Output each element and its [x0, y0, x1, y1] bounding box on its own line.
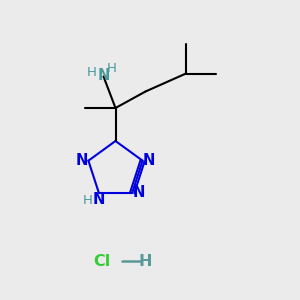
Text: N: N [76, 153, 88, 168]
Text: Cl: Cl [93, 254, 111, 268]
Text: H: H [82, 194, 92, 207]
Text: H: H [107, 62, 117, 76]
Text: N: N [143, 153, 155, 168]
Text: N: N [97, 68, 110, 82]
Text: H: H [139, 254, 152, 268]
Text: N: N [133, 185, 145, 200]
Text: N: N [93, 192, 105, 207]
Text: H: H [87, 65, 97, 79]
